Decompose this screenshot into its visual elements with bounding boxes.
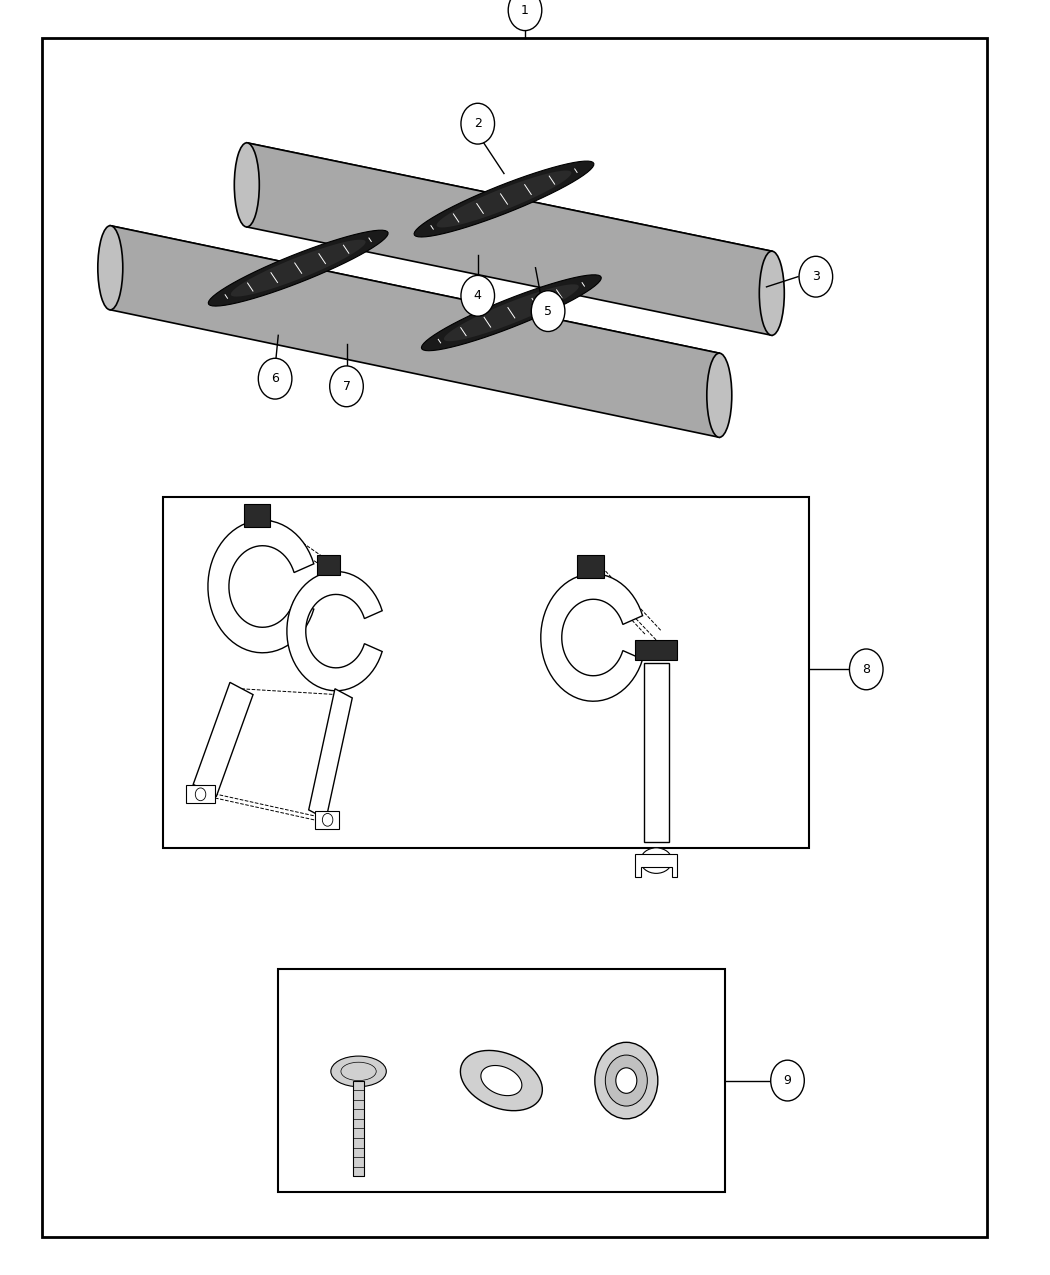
- Circle shape: [799, 256, 833, 297]
- Polygon shape: [317, 555, 340, 575]
- Ellipse shape: [98, 226, 123, 310]
- Circle shape: [594, 1043, 657, 1119]
- Circle shape: [461, 103, 495, 144]
- Polygon shape: [421, 275, 602, 351]
- Polygon shape: [208, 520, 314, 653]
- Circle shape: [615, 1068, 636, 1094]
- Polygon shape: [635, 854, 677, 877]
- Polygon shape: [287, 571, 382, 691]
- Ellipse shape: [759, 251, 784, 335]
- Text: 9: 9: [783, 1074, 792, 1088]
- Polygon shape: [578, 555, 604, 578]
- Ellipse shape: [640, 848, 672, 873]
- Ellipse shape: [331, 1056, 386, 1086]
- Bar: [353, 1081, 364, 1176]
- Circle shape: [771, 1061, 804, 1102]
- Ellipse shape: [234, 143, 259, 227]
- Polygon shape: [444, 284, 579, 342]
- Polygon shape: [309, 688, 352, 819]
- Polygon shape: [460, 1051, 543, 1111]
- Polygon shape: [110, 226, 719, 437]
- Bar: [278, 969, 724, 1192]
- Polygon shape: [437, 171, 571, 227]
- Text: 7: 7: [342, 380, 351, 393]
- Circle shape: [330, 366, 363, 407]
- Polygon shape: [635, 640, 677, 660]
- Polygon shape: [186, 785, 215, 803]
- Polygon shape: [247, 143, 778, 280]
- Polygon shape: [481, 1066, 522, 1095]
- Polygon shape: [193, 682, 253, 797]
- Bar: [163, 497, 808, 848]
- Text: 1: 1: [521, 4, 529, 17]
- Text: 3: 3: [812, 270, 820, 283]
- Polygon shape: [414, 161, 594, 237]
- Text: 4: 4: [474, 289, 482, 302]
- Ellipse shape: [707, 353, 732, 437]
- Circle shape: [195, 788, 206, 801]
- Circle shape: [322, 813, 333, 826]
- Polygon shape: [644, 663, 669, 842]
- Polygon shape: [231, 240, 365, 297]
- Polygon shape: [110, 226, 726, 382]
- Polygon shape: [247, 143, 772, 335]
- Polygon shape: [244, 504, 270, 527]
- Text: 2: 2: [474, 117, 482, 130]
- Text: 5: 5: [544, 305, 552, 317]
- Text: 6: 6: [271, 372, 279, 385]
- Circle shape: [461, 275, 495, 316]
- Text: 8: 8: [862, 663, 870, 676]
- Circle shape: [508, 0, 542, 31]
- Polygon shape: [315, 811, 339, 829]
- Circle shape: [849, 649, 883, 690]
- Circle shape: [531, 291, 565, 332]
- Polygon shape: [208, 231, 388, 306]
- Circle shape: [605, 1056, 647, 1105]
- Circle shape: [258, 358, 292, 399]
- Polygon shape: [541, 574, 643, 701]
